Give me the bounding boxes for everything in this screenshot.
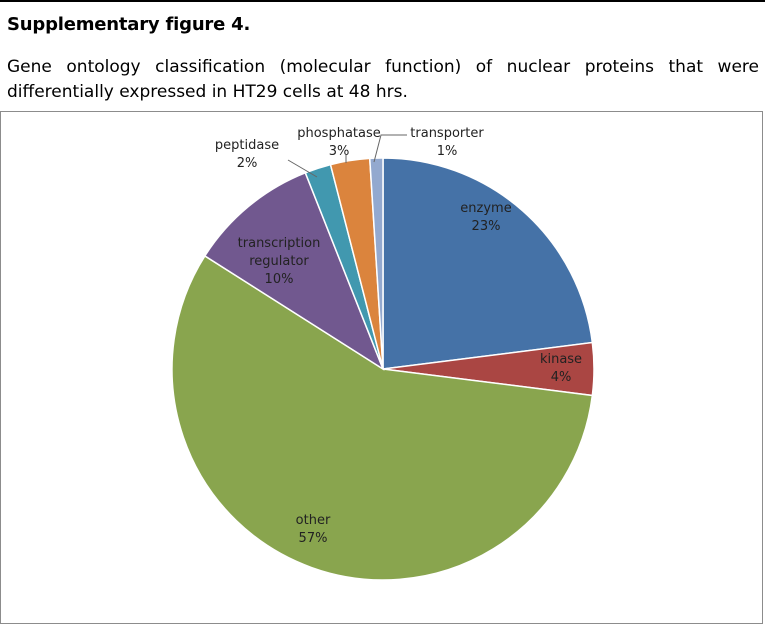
data-label-kinase: kinase 4%: [540, 352, 582, 385]
pie-chart: enzyme 23% kinase 4% other 57% transcription re…: [171, 126, 595, 581]
slice-value-label: 1%: [437, 144, 458, 159]
data-label-other: other 57%: [296, 513, 331, 546]
leader-line-transporter: [373, 134, 407, 163]
data-label-transporter: transporter 1%: [410, 126, 484, 159]
slice-category-label: peptidase: [215, 138, 279, 153]
data-label-peptidase: peptidase 2%: [215, 138, 279, 171]
top-rule: [0, 0, 765, 2]
slice-value-label: 2%: [237, 156, 258, 171]
figure-heading: Supplementary figure 4.: [7, 14, 251, 35]
data-label-transcription-regulator: transcription regulator 10%: [238, 236, 321, 287]
data-label-phosphatase: phosphatase 3%: [297, 126, 381, 159]
chart-frame: enzyme 23% kinase 4% other 57% transcription re…: [0, 111, 763, 624]
figure-caption: Gene ontology classification (molecular …: [7, 57, 759, 102]
slice-category-label: other: [296, 513, 331, 528]
slice-value-label: 23%: [472, 219, 501, 234]
slice-category-label: kinase: [540, 352, 582, 367]
slice-category-label: phosphatase: [297, 126, 381, 141]
slice-value-label: 57%: [299, 531, 328, 546]
pie-slice-other: [171, 254, 594, 581]
slice-category-label: transporter: [410, 126, 484, 141]
slice-value-label: 4%: [551, 370, 572, 385]
slice-value-label: 10%: [265, 272, 294, 287]
pie-slice-transporter: [368, 157, 384, 370]
slice-category-label: transcription: [238, 236, 321, 251]
slice-category-label: enzyme: [460, 201, 511, 216]
slice-category-label: regulator: [249, 254, 309, 269]
data-label-enzyme: enzyme 23%: [460, 201, 511, 234]
slice-value-label: 3%: [329, 144, 350, 159]
leader-line-peptidase: [287, 159, 318, 178]
pie-slice-transcription-regulator: [203, 171, 385, 371]
pie-slice-enzyme: [382, 157, 594, 370]
